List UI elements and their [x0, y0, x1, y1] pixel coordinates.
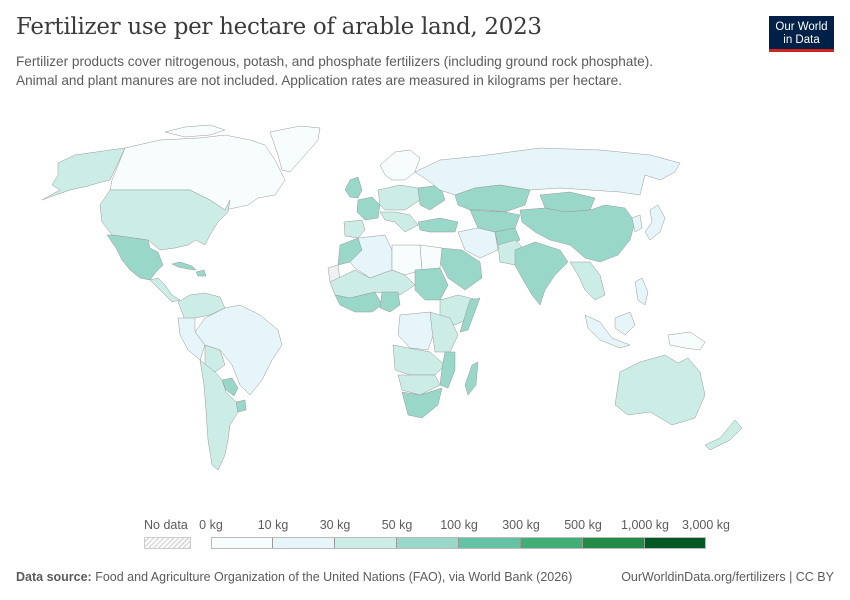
country-iran[interactable] [457, 227, 499, 259]
country-paraguay[interactable] [221, 377, 239, 397]
subtitle-line-1: Fertilizer products cover nitrogenous, p… [16, 54, 653, 69]
country-italy-balkans[interactable] [379, 211, 419, 233]
country-usa[interactable] [99, 189, 231, 251]
country-dr-congo[interactable] [397, 311, 436, 351]
legend-tick-3: 50 kg [381, 518, 413, 532]
country-uk-ireland[interactable] [344, 176, 363, 199]
legend-tick-2: 30 kg [319, 518, 351, 532]
legend-tick-5: 300 kg [502, 518, 540, 532]
legend-no-data-label: No data [144, 518, 188, 532]
legend-tick-6: 500 kg [564, 518, 602, 532]
country-alaska[interactable] [41, 147, 126, 201]
logo-line-2: in Data [783, 33, 820, 46]
country-new-zealand[interactable] [704, 419, 743, 451]
legend-bin-1000-3000[interactable] [645, 537, 706, 549]
country-korea[interactable] [631, 214, 643, 233]
country-hispaniola[interactable] [195, 269, 207, 277]
country-scandinavia[interactable] [379, 149, 421, 181]
legend-tick-7: 1,000 kg [621, 518, 669, 532]
country-madagascar[interactable] [464, 361, 479, 396]
country-southern-africa[interactable] [397, 374, 441, 396]
subtitle-line-2: Animal and plant manures are not include… [16, 73, 623, 88]
country-papua-new-guinea[interactable] [667, 331, 706, 351]
country-mozambique[interactable] [439, 351, 456, 389]
country-india[interactable] [514, 241, 569, 306]
country-somalia[interactable] [459, 297, 481, 333]
legend-bin-300-500[interactable] [521, 537, 583, 549]
logo-line-1: Our World [775, 20, 828, 33]
country-libya[interactable] [391, 244, 423, 276]
legend-tick-1: 10 kg [257, 518, 289, 532]
footer-link[interactable]: OurWorldinData.org/fertilizers | CC BY [621, 570, 834, 584]
country-saudi-arabia[interactable] [439, 247, 483, 291]
legend-no-data-swatch[interactable] [144, 537, 191, 549]
chart-subtitle: Fertilizer products cover nitrogenous, p… [16, 52, 756, 90]
country-central-america[interactable] [149, 277, 181, 303]
country-cuba[interactable] [171, 261, 197, 271]
country-central-europe[interactable] [377, 184, 421, 211]
legend: No data 0 kg 10 kg 30 kg 50 kg 100 kg 30… [0, 516, 850, 556]
chart-title: Fertilizer use per hectare of arable lan… [16, 14, 542, 40]
country-argentina-chile[interactable] [199, 359, 239, 471]
country-egypt[interactable] [419, 244, 443, 271]
legend-tick-0: 0 kg [199, 518, 223, 532]
country-bolivia[interactable] [204, 344, 226, 373]
country-indonesia[interactable] [584, 311, 636, 349]
legend-bin-30-50[interactable] [335, 537, 397, 549]
country-peru-ecuador[interactable] [177, 317, 206, 361]
country-russia[interactable] [414, 147, 681, 196]
legend-bin-0-10[interactable] [211, 537, 273, 549]
source-label: Data source: [16, 570, 92, 584]
country-spain-portugal[interactable] [343, 219, 366, 239]
country-mexico[interactable] [106, 234, 164, 281]
country-sudan[interactable] [414, 267, 449, 301]
legend-bin-500-1000[interactable] [583, 537, 645, 549]
country-china[interactable] [519, 204, 636, 263]
legend-tick-4: 100 kg [440, 518, 478, 532]
country-west-africa[interactable] [334, 291, 383, 313]
country-greenland[interactable] [269, 125, 321, 173]
legend-bin-10-30[interactable] [273, 537, 335, 549]
legend-bin-50-100[interactable] [397, 537, 459, 549]
country-japan[interactable] [644, 204, 666, 241]
world-map[interactable] [0, 110, 850, 510]
legend-bin-100-300[interactable] [459, 537, 521, 549]
country-southeast-asia[interactable] [569, 261, 606, 301]
country-kazakhstan[interactable] [454, 184, 531, 213]
source-text: Food and Agriculture Organization of the… [91, 570, 573, 584]
country-canada-islands[interactable] [164, 124, 226, 138]
legend-color-bar [211, 537, 706, 549]
country-france[interactable] [356, 196, 381, 221]
country-south-africa[interactable] [401, 387, 443, 419]
legend-tick-8: 3,000 kg [682, 518, 730, 532]
country-nigeria[interactable] [379, 291, 401, 313]
footer-source: Data source: Food and Agriculture Organi… [16, 570, 572, 584]
country-turkey[interactable] [417, 217, 459, 233]
country-philippines[interactable] [634, 277, 649, 306]
owid-logo[interactable]: Our World in Data [769, 16, 834, 52]
country-australia[interactable] [614, 354, 706, 426]
